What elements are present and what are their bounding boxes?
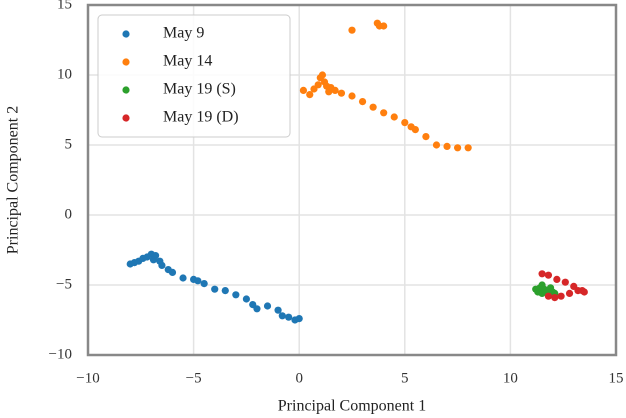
point (432, 141, 441, 149)
point (348, 92, 356, 100)
point (314, 81, 322, 89)
point (348, 26, 356, 34)
legend-label: May 9 (163, 25, 204, 42)
point (285, 313, 293, 321)
point (151, 252, 160, 260)
point (401, 119, 409, 127)
point (390, 113, 398, 121)
point (422, 133, 430, 141)
point (369, 103, 377, 111)
point (380, 109, 388, 117)
point (464, 144, 472, 152)
point (358, 98, 367, 106)
point (574, 287, 582, 295)
point (158, 261, 166, 269)
legend-label: May 14 (163, 53, 212, 70)
point (168, 268, 177, 276)
point (194, 277, 202, 285)
legend-box (97, 14, 291, 138)
point (211, 285, 219, 293)
point (263, 302, 272, 310)
y-axis-title: Principal Component 2 (5, 106, 22, 254)
point (232, 291, 240, 299)
point (274, 306, 282, 314)
point (242, 295, 250, 303)
y-tick-label: 15 (57, 0, 72, 12)
point (306, 91, 314, 99)
points (126, 19, 588, 324)
point (538, 270, 546, 278)
point (331, 86, 339, 94)
x-tick-label: 0 (295, 370, 303, 386)
point (253, 305, 261, 313)
point (380, 22, 388, 30)
point (553, 275, 561, 283)
point (538, 281, 546, 289)
point (561, 278, 569, 286)
point (544, 271, 553, 279)
point (544, 292, 553, 300)
x-tick-label: 10 (503, 370, 518, 386)
y-tick-label: 10 (57, 66, 72, 82)
y-tick-label: 0 (65, 206, 73, 222)
point (278, 312, 286, 320)
point (200, 280, 208, 288)
point (337, 89, 346, 97)
point (221, 287, 229, 295)
legend: May 9 May 14 May 19 (S) May 19 (D) (97, 14, 291, 138)
x-tick-label: −5 (186, 370, 202, 386)
point (551, 294, 559, 302)
legend-marker (122, 30, 130, 38)
point (318, 71, 327, 79)
legend-marker (122, 86, 130, 94)
y-tick-label: −5 (56, 276, 72, 292)
legend-marker (122, 58, 130, 66)
point (565, 289, 574, 297)
legend-label: May 19 (S) (163, 81, 236, 98)
point (443, 142, 451, 150)
point (299, 86, 308, 94)
legend-label: May 19 (D) (163, 109, 239, 126)
x-tick-label: 5 (401, 370, 409, 386)
x-tick-label: 15 (609, 370, 624, 386)
legend-marker (122, 114, 130, 122)
point (580, 288, 588, 296)
point (295, 315, 303, 323)
point (454, 144, 462, 152)
y-tick-label: −10 (49, 346, 72, 362)
point (179, 274, 187, 282)
point (411, 126, 419, 134)
x-axis-title: Principal Component 1 (278, 398, 426, 415)
x-tick-label: −10 (76, 370, 99, 386)
plot-frame (86, 3, 618, 357)
y-tick-label: 5 (65, 136, 73, 152)
point (557, 292, 565, 300)
